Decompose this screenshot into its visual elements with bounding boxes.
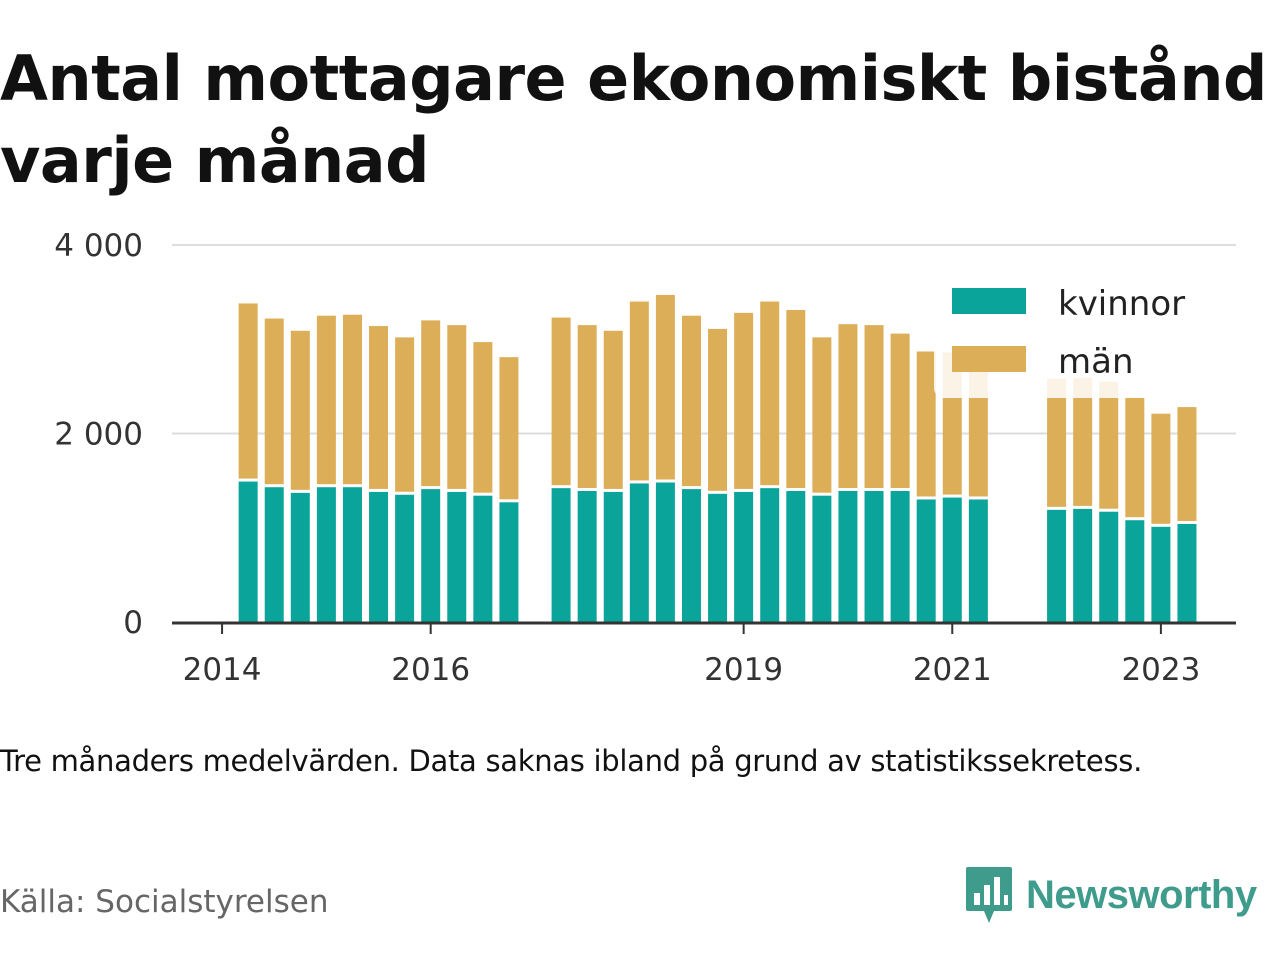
bar-kvinnor bbox=[577, 490, 597, 622]
bar-man bbox=[1073, 377, 1093, 506]
legend: kvinnor män bbox=[934, 270, 1224, 398]
bar-kvinnor bbox=[864, 490, 884, 622]
bar-man bbox=[1151, 413, 1171, 524]
bar-kvinnor bbox=[421, 489, 441, 622]
bar-man bbox=[421, 320, 441, 487]
bar-kvinnor bbox=[1151, 526, 1171, 622]
legend-swatch bbox=[952, 288, 1026, 314]
bar-kvinnor bbox=[395, 494, 415, 622]
bar-kvinnor bbox=[551, 488, 571, 622]
bar-kvinnor bbox=[838, 490, 858, 622]
legend-label: män bbox=[1058, 342, 1134, 382]
bar-man bbox=[629, 301, 649, 481]
bar-kvinnor bbox=[603, 491, 623, 622]
bar-man bbox=[342, 314, 362, 485]
bar-kvinnor bbox=[1177, 523, 1197, 622]
bar-man bbox=[264, 318, 284, 485]
legend-swatch bbox=[952, 346, 1026, 372]
bar-man bbox=[760, 301, 780, 486]
bar-kvinnor bbox=[238, 481, 258, 622]
bar-chart-bubble-icon bbox=[966, 867, 1012, 923]
bar-man bbox=[890, 333, 910, 488]
bar-kvinnor bbox=[629, 483, 649, 622]
bar-man bbox=[916, 351, 936, 497]
chart-note: Tre månaders medelvärden. Data saknas ib… bbox=[0, 744, 1142, 778]
bar-man bbox=[290, 330, 310, 490]
bar-man bbox=[655, 294, 675, 480]
bar-man bbox=[316, 315, 336, 485]
bar-man bbox=[603, 330, 623, 489]
bar-man bbox=[681, 315, 701, 487]
bar-kvinnor bbox=[786, 490, 806, 622]
x-tick-label: 2016 bbox=[391, 652, 470, 688]
bar-man bbox=[577, 325, 597, 488]
x-tick-label: 2014 bbox=[183, 652, 262, 688]
bar-man bbox=[551, 317, 571, 486]
bar-kvinnor bbox=[968, 499, 988, 622]
x-tick-label: 2019 bbox=[704, 652, 783, 688]
bar-man bbox=[395, 337, 415, 492]
x-axis: 2014 2016 2019 2021 2023 bbox=[172, 621, 1236, 688]
bar-kvinnor bbox=[316, 487, 336, 622]
bar-man bbox=[473, 342, 493, 493]
bar-kvinnor bbox=[290, 492, 310, 622]
bar-kvinnor bbox=[890, 490, 910, 622]
bar-man bbox=[734, 312, 754, 489]
bar-man bbox=[864, 325, 884, 488]
bar-kvinnor bbox=[473, 495, 493, 622]
bar-man bbox=[369, 326, 389, 489]
bar-kvinnor bbox=[734, 491, 754, 622]
bar-kvinnor bbox=[447, 491, 467, 622]
brand-name: Newsworthy bbox=[1026, 872, 1257, 917]
bar-man bbox=[838, 324, 858, 488]
bar-kvinnor bbox=[708, 493, 728, 622]
bar-man bbox=[499, 357, 519, 500]
y-tick-label: 4 000 bbox=[54, 228, 143, 264]
bar-kvinnor bbox=[1099, 511, 1119, 622]
y-tick-label: 2 000 bbox=[54, 417, 143, 453]
legend-label: kvinnor bbox=[1058, 284, 1185, 324]
brand-logo[interactable]: Newsworthy bbox=[964, 864, 1257, 926]
bar-man bbox=[1125, 397, 1145, 518]
bar-kvinnor bbox=[681, 489, 701, 622]
bar-kvinnor bbox=[812, 495, 832, 622]
y-tick-labels: 0 2 000 4 000 bbox=[54, 228, 143, 641]
bar-kvinnor bbox=[655, 482, 675, 622]
bar-kvinnor bbox=[1125, 520, 1145, 622]
chart: 0 2 000 4 000 2014 2016 2019 2021 2023 kvinnor… bbox=[54, 228, 1236, 688]
bar-man bbox=[786, 310, 806, 488]
source-credit: Källa: Socialstyrelsen bbox=[0, 884, 329, 920]
bar-man bbox=[812, 337, 832, 493]
bar-kvinnor bbox=[1073, 508, 1093, 622]
bar-kvinnor bbox=[916, 499, 936, 622]
y-tick-label: 0 bbox=[123, 605, 143, 641]
bar-kvinnor bbox=[1047, 509, 1067, 622]
bar-man bbox=[1047, 378, 1067, 507]
chart-title: Antal mottagare ekonomiskt bistånd varje… bbox=[0, 42, 1267, 197]
bar-kvinnor bbox=[342, 487, 362, 622]
bar-man bbox=[708, 328, 728, 491]
bar-kvinnor bbox=[264, 487, 284, 622]
bar-kvinnor bbox=[369, 491, 389, 622]
bars bbox=[238, 294, 1197, 622]
x-tick-label: 2021 bbox=[913, 652, 992, 688]
bar-kvinnor bbox=[499, 502, 519, 622]
bar-man bbox=[1099, 381, 1119, 509]
bar-man bbox=[447, 325, 467, 489]
bar-kvinnor bbox=[760, 488, 780, 622]
bar-man bbox=[238, 303, 258, 479]
x-tick-label: 2023 bbox=[1121, 652, 1200, 688]
bar-man bbox=[1177, 407, 1197, 521]
bar-kvinnor bbox=[942, 497, 962, 622]
